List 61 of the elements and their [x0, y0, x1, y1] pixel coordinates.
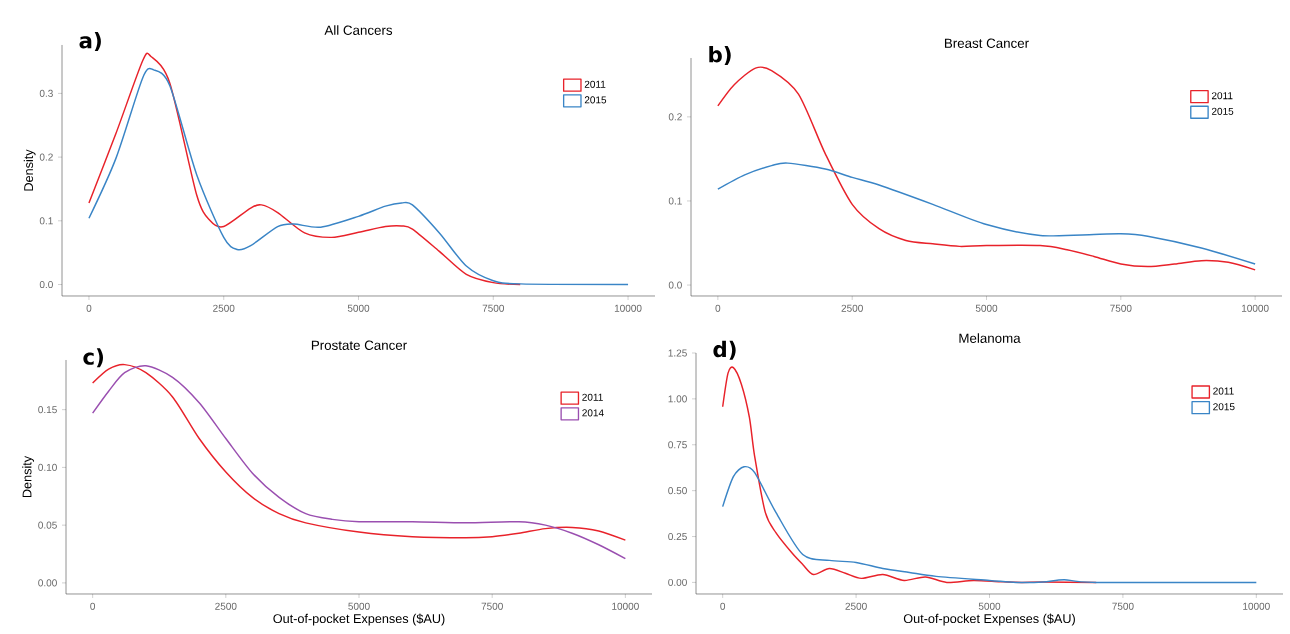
- x-tick-label: 5000: [978, 602, 1001, 610]
- x-tick-label: 5000: [347, 304, 370, 312]
- y-tick-label: 0.75: [668, 441, 687, 449]
- y-tick-label: 0.0: [668, 281, 682, 289]
- x-tick-label: 5000: [348, 602, 370, 610]
- x-axis-title: Out-of-pocket Expenses ($AU): [273, 613, 445, 626]
- y-axis-title: Density: [22, 455, 35, 498]
- y-tick-label: 0.15: [38, 406, 57, 414]
- y-tick-label: 1.25: [668, 349, 687, 357]
- line-series: [717, 66, 1256, 271]
- y-tick-label: 0.10: [38, 463, 57, 471]
- x-tick-label: 5000: [975, 304, 998, 312]
- x-tick-label: 0: [86, 304, 92, 312]
- y-tick-label: 0.1: [39, 217, 53, 225]
- x-tick-label: 0: [715, 304, 721, 312]
- x-tick-label: 2500: [213, 304, 235, 312]
- line-series: [88, 68, 629, 286]
- line-series: [721, 466, 1258, 584]
- x-tick-label: 7500: [481, 602, 503, 610]
- y-tick-label: 1.00: [668, 395, 687, 403]
- y-tick-label: 0.2: [668, 113, 682, 121]
- annotation: c): [83, 348, 104, 368]
- x-tick-label: 2500: [215, 602, 237, 610]
- chart-title: Breast Cancer: [944, 38, 1029, 48]
- y-tick-label: 0.25: [668, 532, 687, 541]
- x-tick-label: 10000: [614, 304, 642, 312]
- y-axis-title: Density: [23, 149, 36, 191]
- x-axis-title: Out-of-pocket Expenses ($AU): [903, 613, 1075, 626]
- y-tick-label: 0.3: [39, 89, 53, 97]
- x-tick-label: 0: [720, 602, 726, 610]
- chart-title: All Cancers: [324, 25, 393, 35]
- x-tick-label: 7500: [482, 304, 504, 312]
- y-tick-label: 0.1: [668, 197, 682, 205]
- y-tick-label: 0.00: [668, 578, 687, 586]
- x-tick-label: 7500: [1110, 304, 1132, 312]
- legend-label: 2011: [1213, 387, 1234, 395]
- x-tick-label: 2500: [841, 304, 863, 312]
- y-tick-label: 0.0: [39, 280, 53, 289]
- legend-label: 2015: [584, 96, 607, 104]
- legend-label: 2015: [1213, 403, 1235, 411]
- chart-title: Melanoma: [959, 333, 1021, 343]
- x-tick-label: 10000: [612, 602, 639, 610]
- x-tick-label: 2500: [845, 602, 867, 610]
- legend-label: 2011: [1211, 92, 1233, 100]
- legend-label: 2011: [582, 393, 603, 401]
- y-tick-label: 0.05: [38, 521, 57, 529]
- annotation: d): [713, 340, 736, 360]
- chart-title: Prostate Cancer: [311, 340, 407, 350]
- annotation: b): [709, 46, 731, 66]
- legend-label: 2011: [584, 80, 606, 88]
- line-series: [717, 162, 1256, 265]
- annotation: a): [79, 32, 101, 52]
- x-tick-label: 10000: [1243, 602, 1270, 610]
- x-tick-label: 0: [90, 602, 96, 610]
- y-tick-label: 0.50: [668, 487, 687, 495]
- y-tick-label: 0.2: [39, 153, 53, 161]
- y-tick-label: 0.00: [38, 579, 57, 587]
- legend-label: 2015: [1211, 107, 1234, 115]
- x-tick-label: 7500: [1112, 602, 1134, 610]
- x-tick-label: 10000: [1241, 304, 1269, 312]
- legend-label: 2014: [582, 409, 604, 417]
